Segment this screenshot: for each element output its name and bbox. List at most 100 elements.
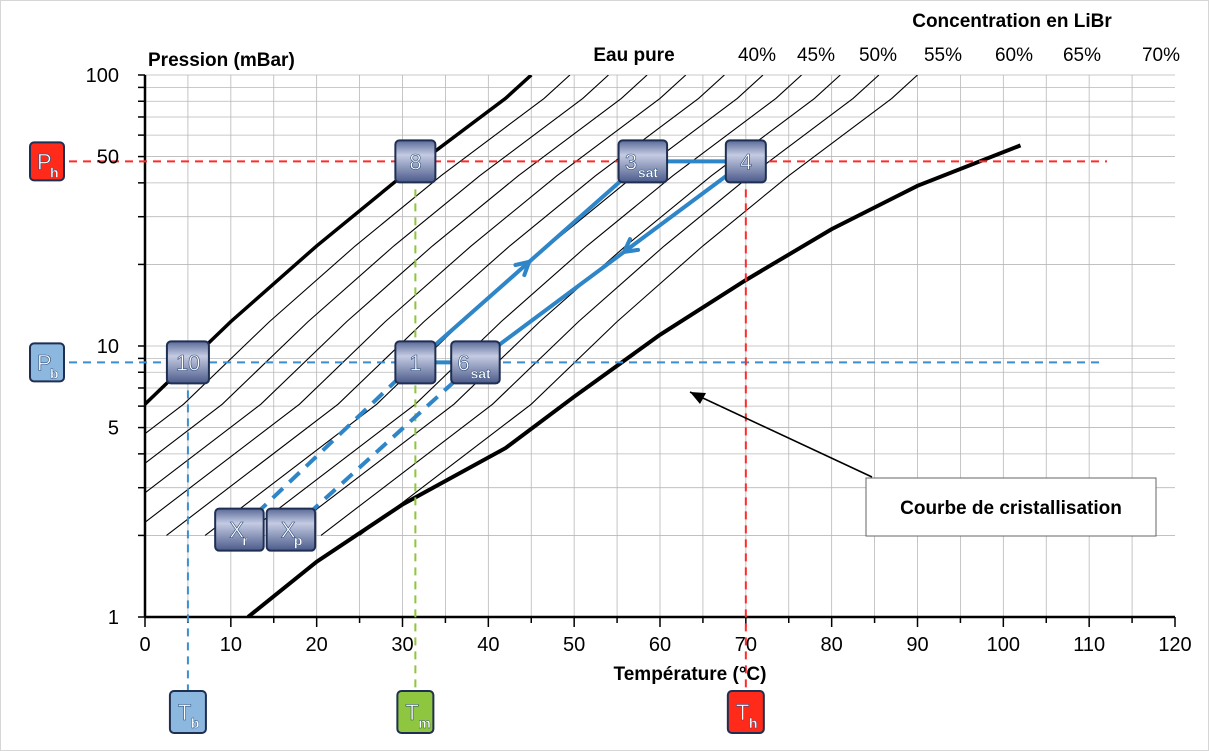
point-3sat-label: 3 [625,149,637,174]
y-tick-label: 5 [108,418,119,440]
x-tick-label: 60 [649,634,671,656]
axes [138,74,1176,627]
crystallization-arrowhead [690,392,706,404]
concentration-isoline [359,75,918,536]
crystallization-label: Courbe de cristallisation [900,498,1122,519]
crystallization-label-box [865,477,1157,537]
concentration-label: 55% [924,45,962,66]
pure-water-label: Eau pure [593,45,674,66]
x-tick-label: 0 [139,634,150,656]
point-4-label: 4 [740,149,752,174]
concentration-isoline [145,75,648,494]
point-4-box [724,139,767,184]
point-6sat-box [450,340,501,385]
x-tick-label: 30 [391,634,413,656]
concentration-label: 60% [995,45,1033,66]
th-marker-sub: h [749,715,758,731]
concentration-isoline [166,75,725,536]
tm-marker-box [396,690,435,734]
pb-marker: Pb [29,342,65,383]
point-8-label: 8 [409,149,421,174]
y-tick-label: 50 [97,147,119,169]
point-xr-box [214,507,265,552]
th-marker-box [726,690,765,734]
point-xp-box [265,507,317,552]
x-tick-label: 120 [1158,634,1191,656]
concentration-label: 65% [1063,45,1101,66]
point-1: 1 [394,340,437,385]
cycle-line-xp-dashed [289,360,477,532]
point-xr: Xr [214,507,265,552]
point-6sat-sub: sat [470,365,491,381]
x-tick-label: 100 [987,634,1020,656]
point-1-box [394,340,437,385]
x-tick-label: 80 [821,634,843,656]
ph-marker-sub: h [50,164,59,180]
x-tick-label: 10 [220,634,242,656]
crystallization-arrow [689,391,873,478]
concentration-label: 50% [859,45,897,66]
x-tick-label: 40 [477,634,499,656]
x-tick-label: 70 [735,634,757,656]
point-3sat-sub: sat [638,164,659,180]
x-axis-title: Température (°C) [614,664,767,685]
point-10: 10 [165,340,210,385]
y-tick-label: 1 [108,607,119,629]
cycle-line-generator-to-absorber [474,159,748,364]
pb-marker-box [29,342,65,383]
concentration-label: 40% [738,45,776,66]
y-tick-label: 100 [86,65,119,87]
ph-marker: Ph [29,141,65,182]
th-marker-label: T [736,700,749,725]
point-8: 8 [394,139,437,184]
cycle-line-xr-dashed [238,360,417,532]
tb-marker-box [168,690,207,734]
point-6sat: 6 sat [450,340,501,385]
point-6sat-label: 6 [457,350,469,375]
cycle-arrow-absorber-to-generator [513,259,532,278]
concentration-label: 45% [797,45,835,66]
point-xp-sub: p [294,533,303,549]
tb-marker-sub: b [191,715,200,731]
crystallization-curve [246,143,1022,617]
ph-marker-label: P [37,149,52,174]
point-3sat: 3 sat [617,139,669,184]
point-10-label: 10 [176,350,200,375]
point-xp: Xp [265,507,317,552]
point-xp-label: X [281,518,296,543]
x-tick-label: 90 [906,634,928,656]
concentration-isoline [320,75,880,536]
x-tick-label: 110 [1073,634,1105,656]
main-curves [145,75,1022,617]
x-tick-label: 50 [563,634,585,656]
ph-marker-box [29,141,65,182]
point-3sat-box [617,139,669,184]
y-axis-title: Pression (mBar) [148,50,295,71]
point-1-label: 1 [409,350,421,375]
point-10-box [165,340,210,385]
text-labels: Pression (mBar) Température (°C) Concentra… [148,11,1180,685]
cycle-arrow-generator-to-absorber [622,237,641,254]
concentration-label: 70% [1142,45,1180,66]
tb-marker-label: T [178,700,191,725]
y-tick-label: 10 [97,336,119,358]
x-tick-label: 20 [306,634,328,656]
pb-marker-label: P [37,350,52,375]
concentration-isoline [145,75,571,435]
pb-marker-sub: b [50,365,59,381]
tm-marker-label: T [405,700,418,725]
concentration-isoline [145,75,609,464]
concentration-isoline [145,75,687,523]
point-xr-sub: r [242,533,248,549]
point-8-box [394,139,437,184]
point-4: 4 [724,139,767,184]
concentration-title: Concentration en LiBr [912,11,1112,32]
tm-marker-sub: m [418,715,430,731]
guide-dashes [55,160,1107,695]
